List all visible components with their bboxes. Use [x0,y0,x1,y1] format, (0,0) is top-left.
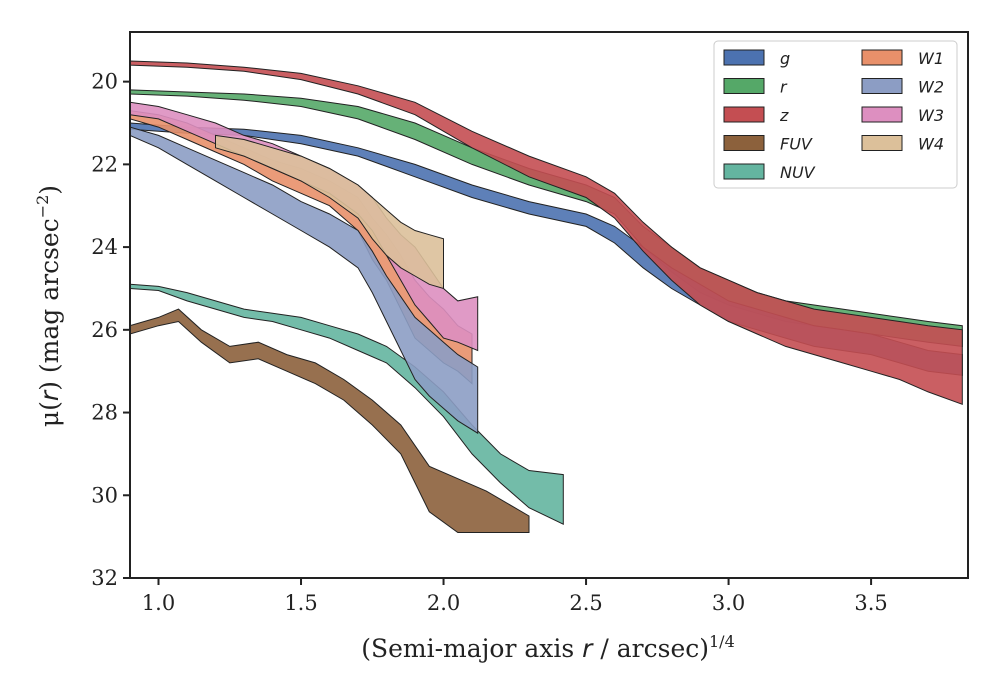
legend-swatch-NUV [723,163,765,180]
legend-swatch-W4 [861,135,903,151]
legend-label-W4: W4 [918,135,944,154]
legend-label-NUV: NUV [780,163,816,182]
y-tick-label: 24 [91,235,118,259]
y-tick-label: 32 [91,566,118,590]
legend-swatch-r [723,78,765,94]
band-W4 [215,134,444,290]
y-tick-label: 26 [91,318,118,342]
legend-box [713,40,958,189]
x-axis-label: (Semi-major axis r / arcsec)1/4 [361,632,735,663]
plot-frame [129,31,969,579]
legend: grz FUV NUV W1 W2 W3 W4 [713,40,958,189]
y-tick-label: 20 [91,70,118,94]
x-tick-label: 1.5 [284,591,317,615]
x-tick-label: 3.5 [854,591,887,615]
band-FUV [130,308,530,533]
y-tick-label: 22 [91,152,118,176]
legend-swatch-W1 [861,49,903,66]
y-tick-label: 28 [91,401,118,425]
legend-label-g: g [780,49,790,68]
legend-swatch-W3 [861,106,903,123]
x-tick-label: 2.0 [427,591,460,615]
legend-label-z: z [779,106,789,125]
x-tick-label: 1.0 [142,591,175,615]
legend-label-r: r [780,78,788,97]
y-axis-label: μ(r) (mag arcsec−2) [33,185,64,427]
legend-label-FUV: FUV [780,135,813,154]
band-W2 [130,126,479,435]
legend-swatch-z [723,106,765,123]
legend-swatch-W2 [861,78,903,94]
legend-label-W3: W3 [918,106,944,125]
x-tick-label: 3.0 [712,591,745,615]
legend-swatch-FUV [723,135,765,151]
y-axis-ticks: 20 22 24 26 28 30 32 [91,70,130,590]
legend-swatch-g [723,49,765,66]
legend-label-W2: W2 [918,78,944,97]
profile-bands [130,60,963,533]
x-tick-label: 2.5 [569,591,602,615]
legend-label-W1: W1 [918,49,944,68]
band-z [130,60,963,406]
x-axis-ticks: 1.0 1.5 2.0 2.5 3.0 3.5 [142,578,888,615]
y-tick-label: 30 [91,483,118,507]
band-NUV [130,283,564,525]
